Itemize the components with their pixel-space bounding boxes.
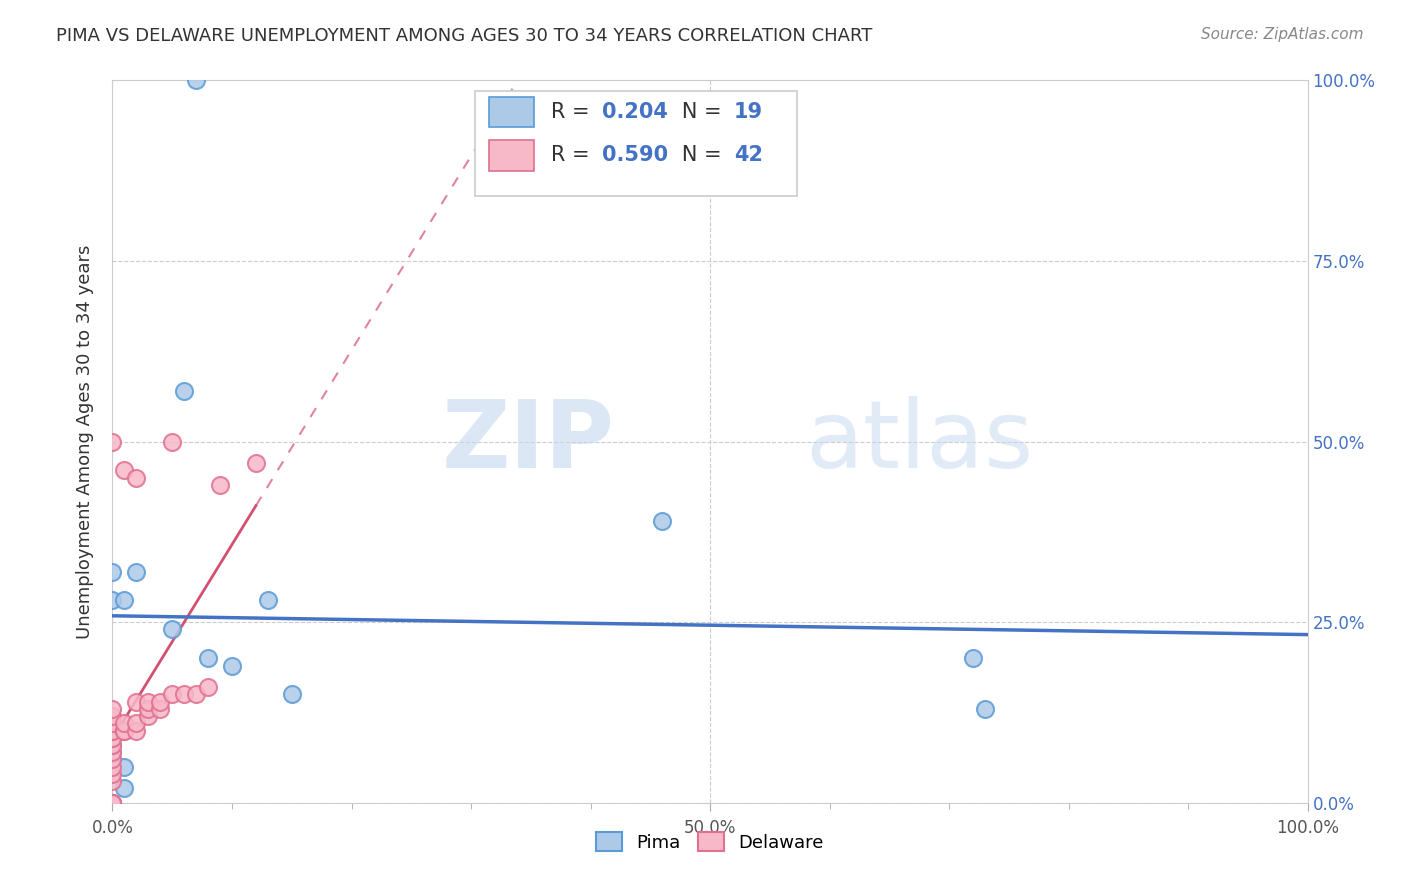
Point [101,723,124,738]
Point [114,723,135,738]
Text: ZIP: ZIP [441,395,614,488]
Point [101,752,124,766]
Point [114,723,135,738]
Point [138,709,160,723]
Point [125,470,148,484]
Text: R =: R = [551,145,596,165]
Point [101,796,124,810]
Point [114,781,135,796]
Point [101,702,124,716]
Point [101,796,124,810]
Y-axis label: Unemployment Among Ages 30 to 34 years: Unemployment Among Ages 30 to 34 years [76,244,94,639]
Point [245,456,267,470]
Point [162,623,183,637]
Point [138,695,160,709]
Point [162,687,183,701]
Point [162,434,183,449]
Point [101,434,124,449]
Text: Source: ZipAtlas.com: Source: ZipAtlas.com [1201,27,1364,42]
Text: PIMA VS DELAWARE UNEMPLOYMENT AMONG AGES 30 TO 34 YEARS CORRELATION CHART: PIMA VS DELAWARE UNEMPLOYMENT AMONG AGES… [56,27,873,45]
Point [651,514,673,528]
Point [186,73,208,87]
Text: atlas: atlas [806,395,1033,488]
Text: N =: N = [662,145,728,165]
Text: 42: 42 [734,145,763,165]
Point [114,463,135,477]
Point [173,384,195,398]
Point [125,716,148,731]
Point [101,723,124,738]
Point [962,651,984,665]
FancyBboxPatch shape [489,97,534,128]
Point [101,796,124,810]
Point [149,702,172,716]
Point [197,680,219,694]
Point [101,738,124,752]
Point [101,745,124,759]
Point [173,687,195,701]
Point [101,796,124,810]
Point [221,658,243,673]
Point [101,716,124,731]
Text: 0.590: 0.590 [603,145,669,165]
Point [101,796,124,810]
Point [101,738,124,752]
Point [101,723,124,738]
Point [101,752,124,766]
Legend: Pima, Delaware: Pima, Delaware [589,825,831,859]
Point [101,760,124,774]
Point [125,565,148,579]
Point [197,651,219,665]
Point [101,796,124,810]
Point [125,723,148,738]
Point [101,709,124,723]
FancyBboxPatch shape [489,140,534,170]
Text: N =: N = [662,102,728,122]
Point [101,745,124,759]
Point [257,593,280,607]
Point [974,702,997,716]
Point [101,565,124,579]
Point [114,716,135,731]
Point [101,731,124,745]
Point [281,687,304,701]
Point [101,731,124,745]
Point [101,796,124,810]
Point [101,767,124,781]
Text: 19: 19 [734,102,763,122]
Point [114,593,135,607]
Text: R =: R = [551,102,596,122]
Point [209,478,232,492]
FancyBboxPatch shape [475,91,797,196]
Point [114,760,135,774]
Point [186,687,208,701]
Point [149,695,172,709]
Point [101,593,124,607]
Point [138,702,160,716]
Text: 0.204: 0.204 [603,102,668,122]
Point [125,695,148,709]
Point [101,774,124,789]
